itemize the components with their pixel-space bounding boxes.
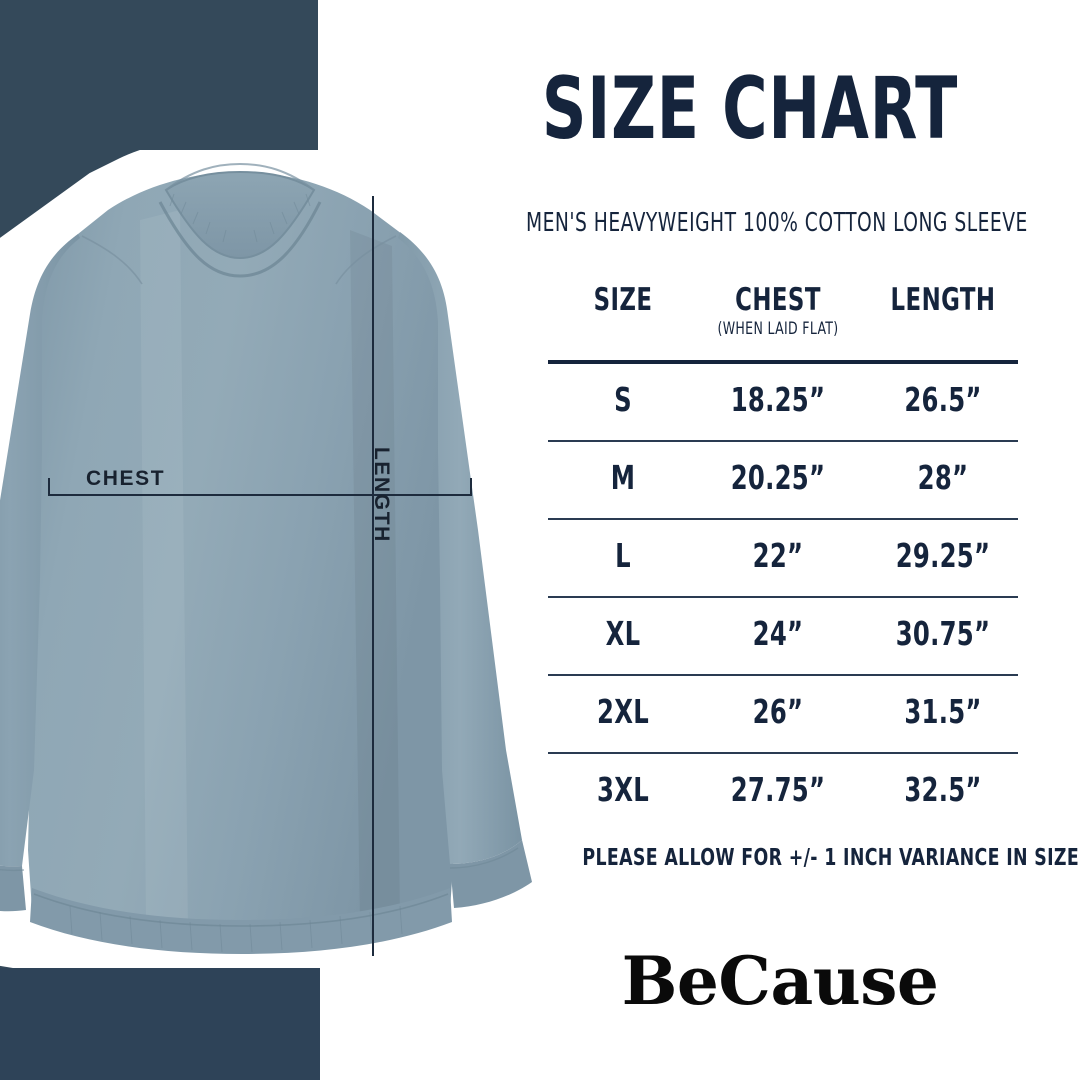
chest-measure-label: CHEST — [86, 467, 166, 490]
table-header-row: SIZE CHEST LENGTH (WHEN LAID FLAT) — [548, 282, 1018, 360]
table-row-divider — [548, 596, 1018, 598]
table-row-divider — [548, 674, 1018, 676]
cell-chest: 20.25” — [730, 458, 826, 497]
cell-size: 3XL — [597, 770, 649, 809]
column-header-length: LENGTH — [890, 282, 996, 318]
cell-chest: 26” — [752, 692, 804, 731]
shirt-left-sleeve — [0, 234, 80, 912]
cell-length: 30.75” — [895, 614, 991, 653]
table-row: M 20.25” 28” — [548, 442, 1018, 518]
shirt-right-sleeve — [398, 232, 532, 908]
size-chart-table: SIZE CHEST LENGTH (WHEN LAID FLAT) S 18.… — [548, 282, 1018, 830]
cell-chest: 22” — [752, 536, 804, 575]
background-panel-foot — [0, 968, 320, 1080]
cell-size: M — [610, 458, 636, 497]
table-row-divider — [548, 752, 1018, 754]
table-header-rule — [548, 360, 1018, 364]
table-row: 2XL 26” 31.5” — [548, 676, 1018, 752]
column-header-chest: CHEST — [735, 282, 821, 318]
chest-measure-line — [48, 494, 472, 496]
cell-length: 26.5” — [904, 380, 982, 419]
chart-content-column: SIZE CHART MEN'S HEAVYWEIGHT 100% COTTON… — [470, 0, 1080, 1080]
shirt-collar — [158, 162, 322, 278]
table-row: XL 24” 30.75” — [548, 598, 1018, 674]
page-subtitle: MEN'S HEAVYWEIGHT 100% COTTON LONG SLEEV… — [526, 208, 1028, 238]
table-row-divider — [548, 518, 1018, 520]
brand-logo: BeCause — [621, 942, 939, 1020]
table-row: 3XL 27.75” 32.5” — [548, 754, 1018, 830]
table-row: L 22” 29.25” — [548, 520, 1018, 596]
cell-length: 31.5” — [904, 692, 982, 731]
cell-size: XL — [605, 614, 641, 653]
cell-size: S — [614, 380, 632, 419]
column-header-size: SIZE — [593, 282, 653, 318]
cell-length: 32.5” — [904, 770, 982, 809]
cell-chest: 27.75” — [730, 770, 826, 809]
chest-measure-cap-right — [470, 478, 472, 496]
product-photo-long-sleeve-tee — [0, 150, 570, 980]
chest-measure-cap-left — [48, 478, 50, 496]
shirt-hem — [30, 888, 452, 954]
cell-size: 2XL — [597, 692, 649, 731]
shirt-illustration — [0, 150, 570, 979]
cell-length: 29.25” — [895, 536, 991, 575]
table-row-divider — [548, 440, 1018, 442]
shirt-body — [28, 172, 454, 940]
shirt-shoulder-seams — [81, 235, 397, 285]
length-measure-label: LENGTH — [370, 447, 393, 543]
cell-size: L — [615, 536, 631, 575]
cell-length: 28” — [917, 458, 969, 497]
length-measure-line — [372, 196, 374, 956]
cell-chest: 18.25” — [730, 380, 826, 419]
table-row: S 18.25” 26.5” — [548, 364, 1018, 440]
variance-note: PLEASE ALLOW FOR +/- 1 INCH VARIANCE IN … — [582, 845, 1080, 871]
column-header-chest-subnote: (WHEN LAID FLAT) — [717, 319, 839, 339]
page-title: SIZE CHART — [541, 59, 959, 159]
cell-chest: 24” — [752, 614, 804, 653]
